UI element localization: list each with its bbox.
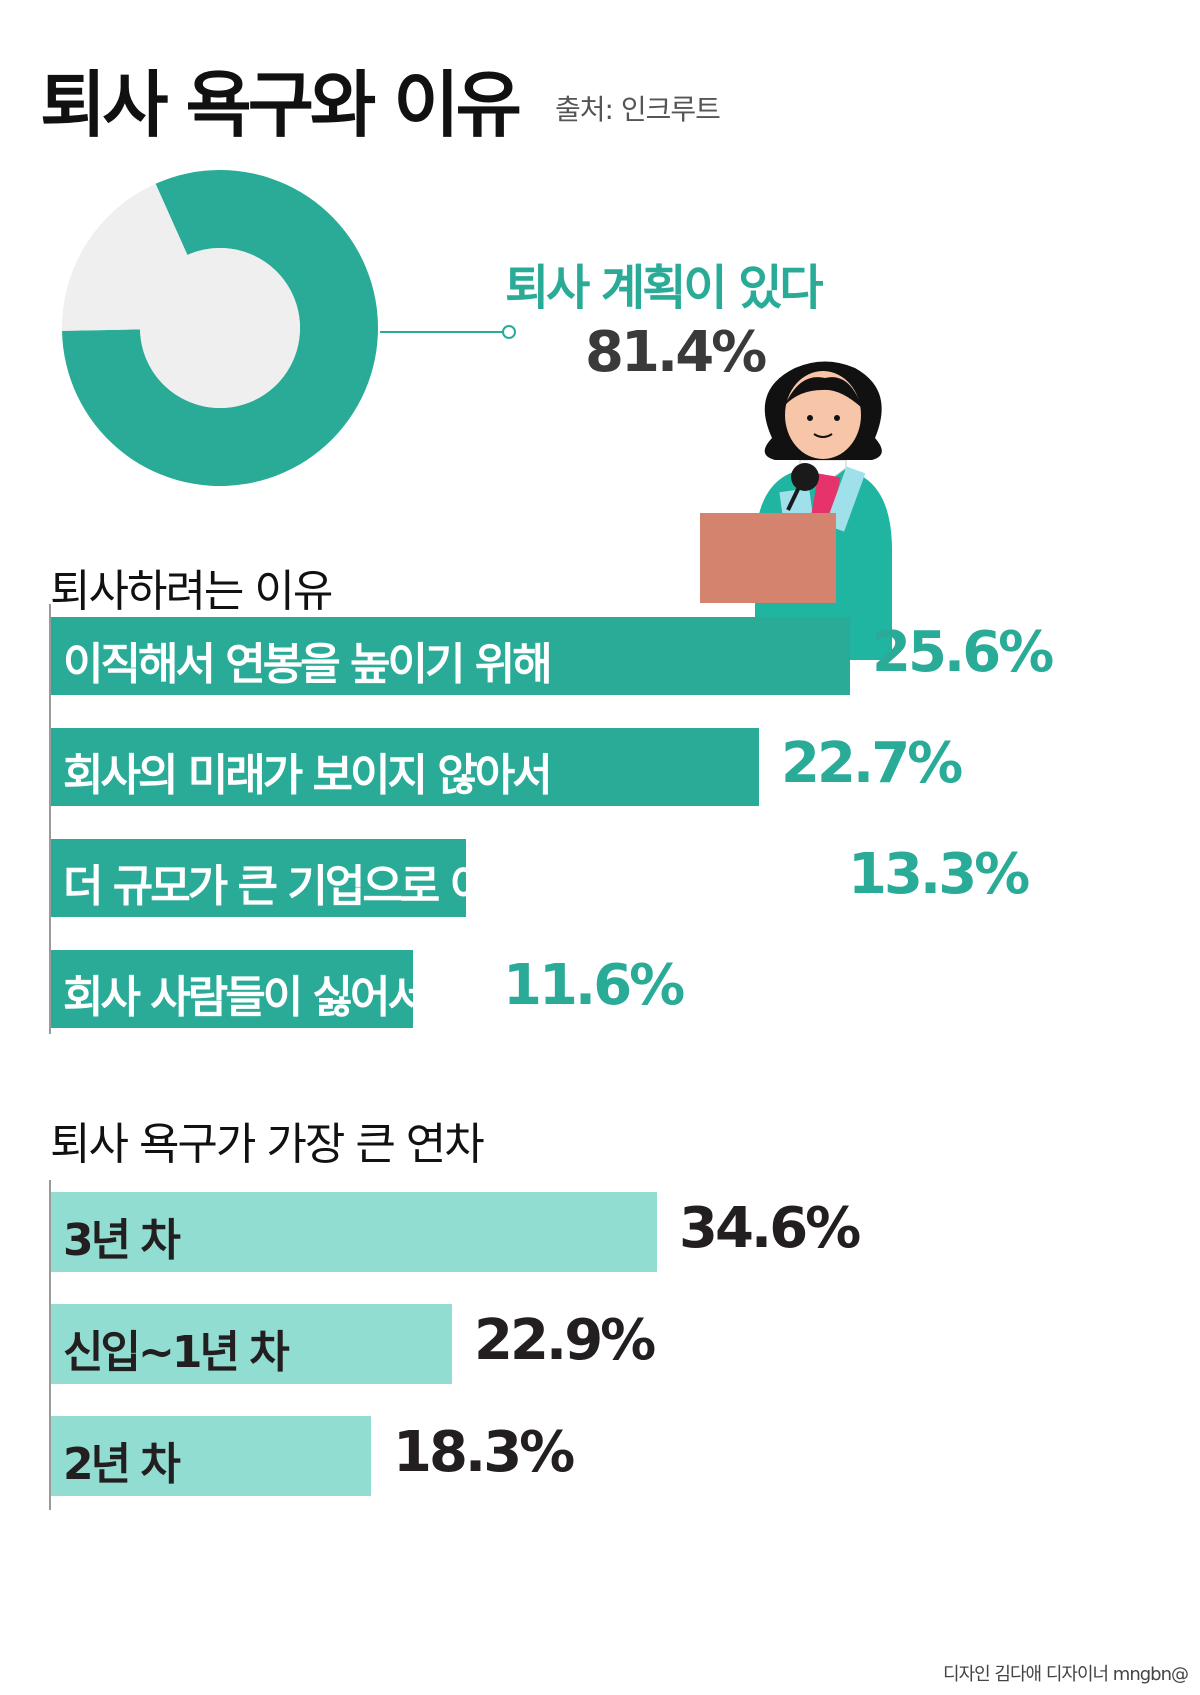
donut-hole (140, 248, 300, 408)
reasons-axis-line (49, 604, 51, 1034)
donut-slice-plan (62, 170, 379, 487)
source-note: 출처: 인크루트 (555, 93, 721, 126)
design-credit: 디자인 김다애 디자이너 mngbn@ (943, 1664, 1189, 1685)
reason-bar-label: 회사의 미래가 보이지 않아서 (63, 750, 553, 801)
tenure-section-title: 퇴사 욕구가 가장 큰 연차 (50, 1119, 485, 1170)
reason-bar-value: 22.7% (781, 731, 963, 796)
tenure-bar-label: 신입~1년 차 (63, 1327, 290, 1378)
donut-callout-value: 81.4% (585, 320, 767, 385)
reason-bar-value: 25.6% (872, 620, 1054, 685)
tenure-bar-value: 22.9% (474, 1308, 656, 1373)
reason-bar (51, 839, 466, 917)
tenure-bar-value: 18.3% (393, 1420, 575, 1485)
reason-bar-label: 더 규모가 큰 기업으로 이직하고 싶어서 (63, 861, 727, 912)
reason-bar-value: 11.6% (503, 953, 685, 1018)
tenure-bar (51, 1304, 452, 1384)
donut-slice-rest (62, 183, 188, 331)
reason-bar (51, 950, 413, 1028)
donut-callout-label: 퇴사 계획이 있다 (505, 260, 824, 316)
tenure-bar-value: 34.6% (679, 1196, 861, 1261)
reasons-section-title: 퇴사하려는 이유 (50, 566, 333, 617)
reason-bar (51, 728, 759, 806)
reason-bar-value: 13.3% (848, 842, 1030, 907)
reason-bar-label: 이직해서 연봉을 높이기 위해 (63, 639, 553, 690)
tenure-bar (51, 1192, 657, 1272)
page-title: 퇴사 욕구와 이유 (40, 63, 522, 147)
callout-dot (502, 325, 516, 339)
reason-bar (51, 617, 850, 695)
reason-bar-label: 회사 사람들이 싫어서 (63, 972, 428, 1023)
tenure-bar (51, 1416, 371, 1496)
tenure-bar-label: 2년 차 (63, 1439, 181, 1490)
donut-chart (62, 170, 379, 487)
tenure-bar-label: 3년 차 (63, 1215, 181, 1266)
tenure-axis-line (49, 1180, 51, 1510)
woman-holding-box-illustration (700, 361, 892, 660)
